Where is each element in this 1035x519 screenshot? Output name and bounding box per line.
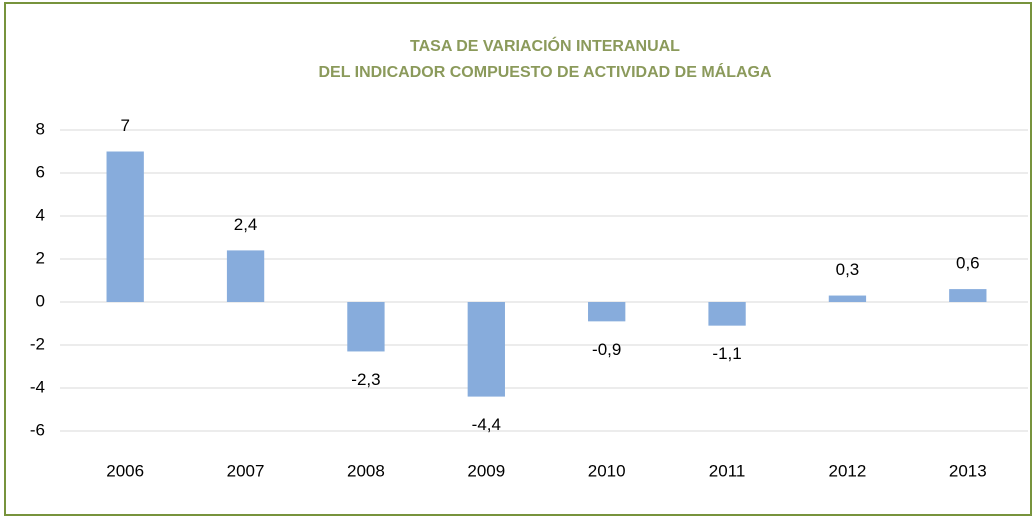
chart-title: DEL INDICADOR COMPUESTO DE ACTIVIDAD DE … <box>318 62 772 81</box>
chart-title: TASA DE VARIACIÓN INTERANUAL <box>410 36 680 55</box>
y-tick-label: 4 <box>36 205 45 224</box>
bar <box>828 295 867 302</box>
data-label: -1,1 <box>712 344 741 363</box>
y-tick-label: -6 <box>30 420 45 439</box>
y-tick-label: -4 <box>30 377 45 396</box>
data-label: 2,4 <box>234 215 258 234</box>
x-tick-label: 2012 <box>829 461 867 480</box>
data-label: -4,4 <box>472 415 501 434</box>
x-tick-label: 2007 <box>227 461 265 480</box>
x-tick-label: 2006 <box>106 461 144 480</box>
bar <box>708 302 746 326</box>
x-tick-label: 2008 <box>347 461 385 480</box>
bar <box>226 250 265 302</box>
x-tick-label: 2010 <box>588 461 626 480</box>
bar <box>347 302 385 352</box>
data-label: -2,3 <box>351 370 380 389</box>
bar <box>106 151 144 302</box>
data-label: 0,6 <box>956 254 980 273</box>
data-label: -0,9 <box>592 340 621 359</box>
y-tick-label: 8 <box>36 119 45 138</box>
y-tick-label: -2 <box>30 334 45 353</box>
data-label: 7 <box>120 116 129 135</box>
x-tick-label: 2013 <box>949 461 987 480</box>
y-tick-label: 2 <box>36 248 45 267</box>
x-tick-label: 2011 <box>709 461 746 480</box>
data-label: 0,3 <box>836 260 860 279</box>
bar <box>949 289 987 302</box>
bar <box>588 302 626 322</box>
y-tick-label: 0 <box>36 291 45 310</box>
bar <box>467 302 505 397</box>
y-tick-label: 6 <box>36 162 45 181</box>
x-tick-label: 2009 <box>467 461 505 480</box>
